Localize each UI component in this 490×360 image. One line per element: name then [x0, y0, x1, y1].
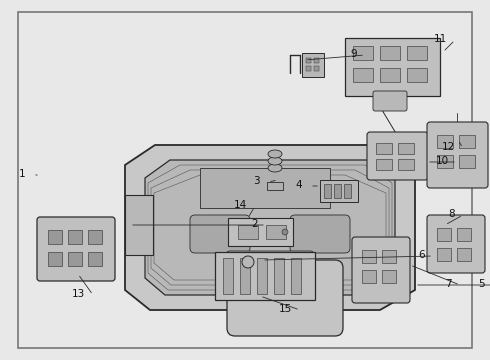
FancyBboxPatch shape	[427, 122, 488, 188]
Bar	[291, 258, 301, 294]
Bar	[228, 218, 293, 246]
Text: 5: 5	[478, 279, 485, 289]
Bar	[314, 58, 319, 63]
Bar	[398, 159, 414, 170]
Bar	[459, 135, 475, 148]
Bar	[215, 252, 315, 300]
FancyBboxPatch shape	[373, 91, 407, 111]
FancyBboxPatch shape	[427, 215, 485, 273]
Bar	[200, 168, 330, 208]
Bar	[380, 68, 400, 82]
Bar	[362, 250, 376, 263]
Text: 6: 6	[418, 250, 425, 260]
Bar	[457, 228, 471, 241]
Bar	[376, 143, 392, 154]
Bar	[88, 252, 102, 266]
Text: 13: 13	[72, 289, 85, 299]
FancyBboxPatch shape	[227, 260, 343, 336]
Text: 12: 12	[442, 142, 455, 152]
Bar	[68, 252, 82, 266]
Bar	[407, 46, 427, 60]
Ellipse shape	[242, 256, 254, 268]
FancyBboxPatch shape	[190, 215, 250, 253]
Bar	[398, 143, 414, 154]
Bar	[362, 270, 376, 283]
FancyBboxPatch shape	[37, 217, 115, 281]
FancyBboxPatch shape	[367, 132, 428, 180]
Bar	[324, 184, 331, 198]
Bar	[240, 258, 250, 294]
Bar	[457, 248, 471, 261]
Bar	[88, 230, 102, 244]
Bar	[306, 66, 311, 71]
Text: 11: 11	[434, 34, 447, 44]
Bar	[267, 182, 283, 190]
Bar	[437, 228, 451, 241]
Bar	[68, 230, 82, 244]
Bar	[334, 184, 341, 198]
Bar	[345, 38, 440, 96]
Bar	[306, 58, 311, 63]
FancyBboxPatch shape	[226, 251, 314, 291]
Polygon shape	[145, 160, 395, 295]
Bar	[274, 258, 284, 294]
Text: 10: 10	[436, 156, 449, 166]
Ellipse shape	[268, 164, 282, 172]
Text: 15: 15	[279, 304, 292, 314]
Bar	[437, 155, 453, 168]
Bar	[302, 53, 324, 77]
Bar	[353, 46, 373, 60]
Text: 9: 9	[350, 49, 357, 59]
Bar	[380, 46, 400, 60]
Polygon shape	[125, 145, 415, 310]
Bar	[437, 248, 451, 261]
Bar	[353, 68, 373, 82]
Bar	[382, 270, 396, 283]
Text: 3: 3	[253, 176, 260, 186]
Bar	[48, 230, 62, 244]
Bar	[314, 66, 319, 71]
Bar	[125, 195, 153, 255]
Bar	[407, 68, 427, 82]
Text: 7: 7	[445, 279, 452, 289]
Ellipse shape	[282, 229, 288, 235]
Bar	[320, 180, 358, 202]
Text: 1: 1	[19, 169, 25, 179]
Bar	[48, 252, 62, 266]
Ellipse shape	[268, 157, 282, 165]
Bar	[459, 155, 475, 168]
Bar	[257, 258, 267, 294]
Bar	[437, 135, 453, 148]
Bar	[376, 159, 392, 170]
FancyBboxPatch shape	[290, 215, 350, 253]
Bar	[238, 225, 258, 239]
Text: 4: 4	[295, 180, 302, 190]
Text: 8: 8	[448, 209, 455, 219]
Text: 14: 14	[234, 200, 247, 210]
FancyBboxPatch shape	[352, 237, 410, 303]
Bar	[344, 184, 351, 198]
Ellipse shape	[268, 150, 282, 158]
Bar	[223, 258, 233, 294]
Text: 2: 2	[251, 219, 258, 229]
Bar	[382, 250, 396, 263]
Bar	[266, 225, 286, 239]
